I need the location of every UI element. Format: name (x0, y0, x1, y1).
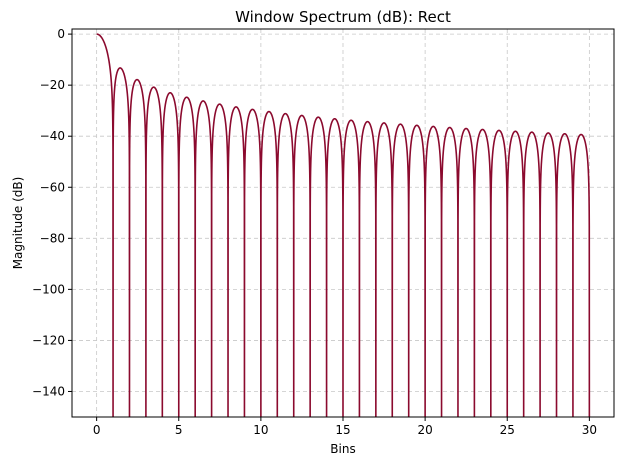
x-tick-label: 25 (500, 423, 515, 437)
tick-layer: 0 5 10 15 20 25 30 0 −20 −40 −60 −80 −100 −120 −140 (32, 27, 597, 437)
x-tick-label: 30 (582, 423, 597, 437)
y-tick-label: −20 (40, 78, 65, 92)
y-tick-label: −100 (32, 282, 65, 296)
y-tick-label: 0 (57, 27, 65, 41)
spectrum-series-line (96, 33, 591, 417)
x-tick-label: 10 (253, 423, 268, 437)
y-tick-label: −40 (40, 129, 65, 143)
y-tick-label: −60 (40, 180, 65, 194)
y-tick-label: −140 (32, 384, 65, 398)
y-tick-label: −120 (32, 333, 65, 347)
x-tick-label: 0 (93, 423, 101, 437)
plot-layer (96, 33, 591, 417)
y-tick-label: −80 (40, 231, 65, 245)
y-axis-label: Magnitude (dB) (11, 177, 25, 270)
x-tick-label: 20 (417, 423, 432, 437)
x-axis-label: Bins (330, 442, 355, 456)
x-tick-label: 5 (175, 423, 183, 437)
x-tick-label: 15 (335, 423, 350, 437)
chart-title: Window Spectrum (dB): Rect (235, 8, 451, 26)
